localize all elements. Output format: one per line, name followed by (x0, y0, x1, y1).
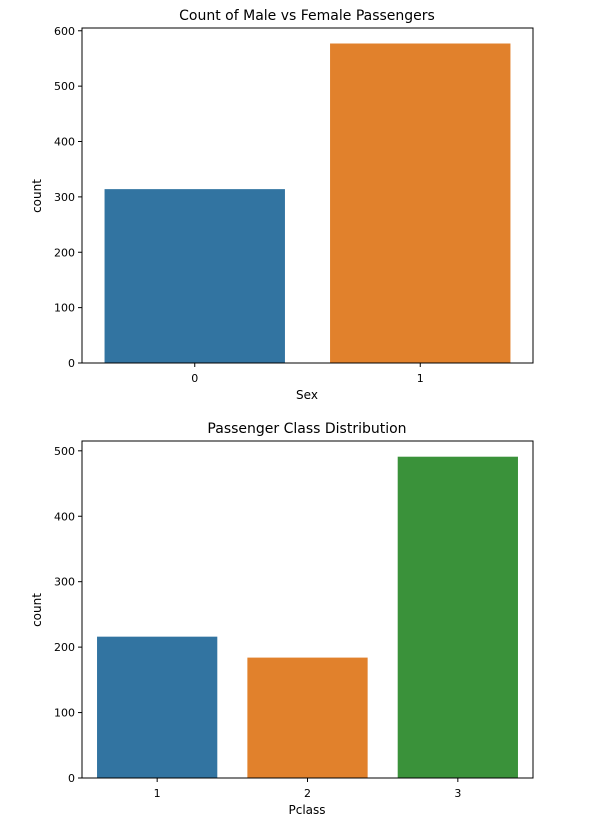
y-tick-label: 300 (54, 576, 75, 589)
bars (97, 456, 518, 778)
x-tick-label: 1 (154, 787, 161, 800)
chart-sex: Count of Male vs Female Passengers 01002… (30, 8, 534, 402)
y-tick-label: 0 (68, 357, 75, 370)
y-tick-label: 300 (54, 191, 75, 204)
x-tick-label: 3 (454, 787, 461, 800)
y-axis-label: count (30, 179, 44, 213)
y-tick-label: 200 (54, 246, 75, 259)
chart-title: Passenger Class Distribution (207, 421, 406, 437)
x-ticks: 1 2 3 (154, 778, 461, 800)
chart-title: Count of Male vs Female Passengers (179, 8, 435, 24)
bar-1 (330, 43, 511, 363)
y-tick-label: 500 (54, 80, 75, 93)
bar-3 (397, 456, 518, 778)
x-tick-label: 0 (191, 372, 198, 385)
y-ticks: 0 100 200 300 400 500 600 (54, 25, 82, 370)
y-tick-label: 400 (54, 136, 75, 149)
y-ticks: 0 100 200 300 400 500 (54, 445, 82, 785)
plot-frame (81, 440, 534, 779)
bar-1 (97, 636, 218, 778)
y-tick-label: 600 (54, 25, 75, 38)
x-axis-label: Sex (296, 388, 318, 402)
y-axis-label: count (30, 593, 44, 627)
x-tick-label: 2 (304, 787, 311, 800)
plot-frame (81, 27, 534, 364)
y-tick-label: 0 (68, 772, 75, 785)
bar-0 (104, 189, 285, 363)
y-tick-label: 400 (54, 510, 75, 523)
bar-2 (247, 657, 368, 778)
bars (104, 43, 511, 363)
chart-pclass: Passenger Class Distribution 0 100 200 300 4… (30, 421, 534, 817)
y-tick-label: 100 (54, 707, 75, 720)
x-axis-label: Pclass (288, 803, 325, 817)
y-tick-label: 100 (54, 302, 75, 315)
x-tick-label: 1 (417, 372, 424, 385)
y-tick-label: 200 (54, 641, 75, 654)
y-tick-label: 500 (54, 445, 75, 458)
